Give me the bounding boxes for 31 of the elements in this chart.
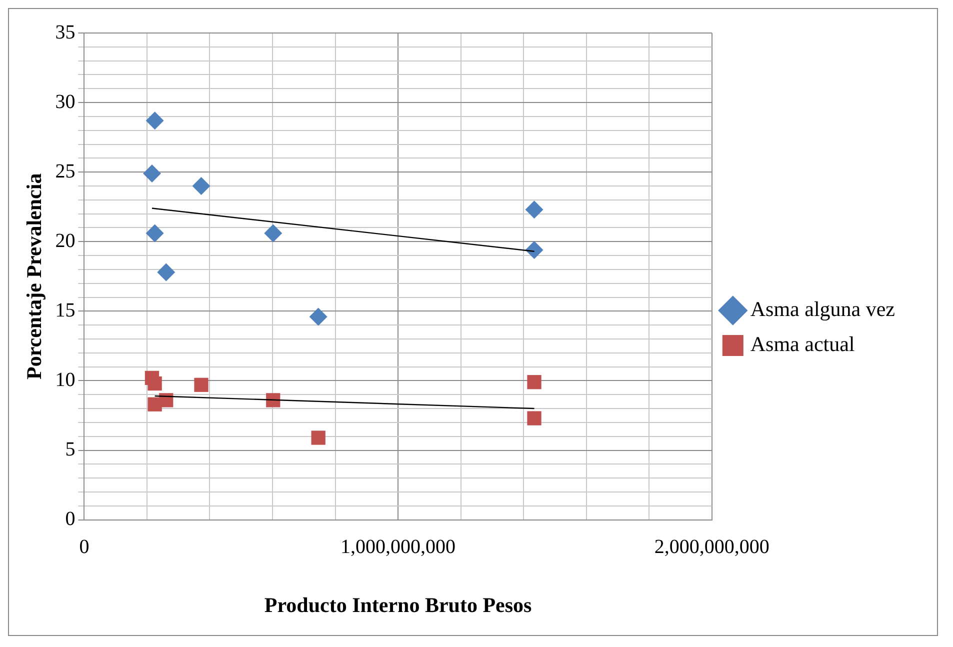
y-tick-label: 5 xyxy=(65,438,76,461)
y-tick-label: 10 xyxy=(55,368,76,391)
y-tick-label: 30 xyxy=(55,90,76,113)
legend-label: Asma actual xyxy=(750,332,855,356)
legend-label: Asma alguna vez xyxy=(750,297,896,322)
y-tick-label: 25 xyxy=(55,160,76,182)
y-tick-label: 15 xyxy=(55,299,76,322)
point xyxy=(525,240,544,259)
point xyxy=(525,200,544,219)
x-axis-title: Producto Interno Bruto Pesos xyxy=(264,592,532,617)
point xyxy=(142,164,161,182)
point xyxy=(146,224,164,242)
point xyxy=(264,224,282,242)
y-tick-label: 0 xyxy=(65,508,76,530)
x-tick-label: 0 xyxy=(79,536,90,558)
point xyxy=(527,375,542,390)
point xyxy=(311,430,326,445)
point xyxy=(266,393,280,408)
point xyxy=(192,176,210,195)
y-tick-label: 20 xyxy=(55,230,76,252)
point xyxy=(527,411,542,426)
point xyxy=(194,378,208,392)
point xyxy=(146,112,164,130)
point xyxy=(157,263,176,282)
point xyxy=(159,393,174,408)
x-tick-label: 2,000,000,000 xyxy=(654,536,770,558)
y-tick-label: 35 xyxy=(55,21,76,44)
point xyxy=(148,376,162,391)
point xyxy=(309,308,328,326)
y-axis-title: Porcentaje Prevalencia xyxy=(22,172,46,380)
x-tick-label: 1,000,000,000 xyxy=(340,536,456,558)
